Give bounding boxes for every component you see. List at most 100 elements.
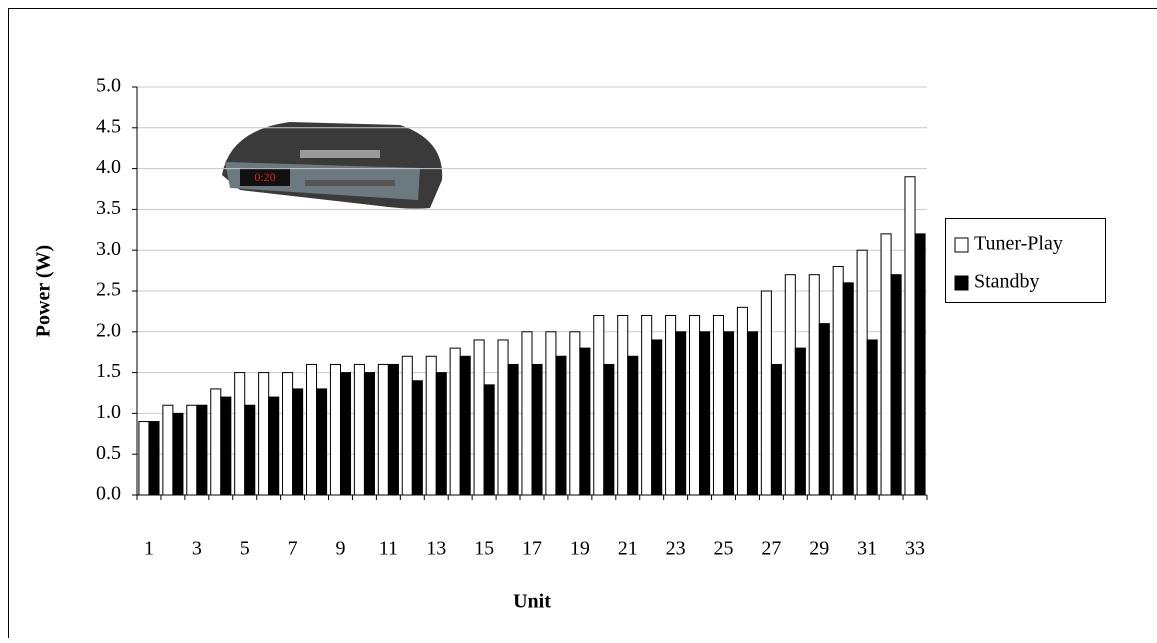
bar bbox=[618, 315, 628, 495]
x-tick-label: 33 bbox=[905, 538, 925, 560]
bar bbox=[690, 315, 700, 495]
bar bbox=[484, 385, 494, 495]
legend-label: Standby bbox=[974, 271, 1040, 293]
legend-swatch bbox=[955, 238, 968, 252]
x-tick-label: 25 bbox=[714, 538, 734, 560]
y-tick-label: 4.0 bbox=[96, 156, 121, 178]
x-tick-label: 23 bbox=[666, 538, 686, 560]
bar bbox=[761, 291, 771, 495]
x-tick-label: 21 bbox=[618, 538, 638, 560]
x-tick-label: 5 bbox=[240, 538, 250, 560]
bar bbox=[436, 373, 446, 495]
bar bbox=[450, 348, 460, 495]
legend-label: Tuner-Play bbox=[974, 233, 1063, 255]
bar bbox=[713, 315, 723, 495]
bar bbox=[235, 373, 245, 495]
radio-buttons bbox=[300, 150, 380, 158]
y-tick-label: 0.5 bbox=[96, 442, 121, 464]
x-tick-label: 19 bbox=[570, 538, 590, 560]
y-tick-label: 0.0 bbox=[96, 483, 121, 505]
bar bbox=[426, 356, 436, 495]
y-tick-label: 3.0 bbox=[96, 238, 121, 260]
bar bbox=[915, 234, 925, 495]
x-tick-label: 29 bbox=[809, 538, 829, 560]
y-tick-label: 4.5 bbox=[96, 115, 121, 137]
bar bbox=[508, 364, 518, 495]
bar bbox=[809, 275, 819, 495]
bar bbox=[532, 364, 542, 495]
x-tick-label: 17 bbox=[522, 538, 542, 560]
bar bbox=[795, 348, 805, 495]
bar bbox=[187, 405, 197, 495]
bar bbox=[317, 389, 327, 495]
bar bbox=[819, 324, 829, 495]
y-tick-label: 1.5 bbox=[96, 360, 121, 382]
bar bbox=[724, 332, 734, 495]
bar bbox=[771, 364, 781, 495]
bar bbox=[737, 307, 747, 495]
y-tick-label: 2.5 bbox=[96, 279, 121, 301]
bar bbox=[364, 373, 374, 495]
x-tick-label: 13 bbox=[426, 538, 446, 560]
y-tick-label: 3.5 bbox=[96, 197, 121, 219]
x-tick-label: 27 bbox=[761, 538, 781, 560]
x-tick-label: 7 bbox=[288, 538, 298, 560]
bar bbox=[306, 364, 316, 495]
bar bbox=[867, 340, 877, 495]
bar bbox=[293, 389, 303, 495]
y-tick-label: 1.0 bbox=[96, 401, 121, 423]
bar bbox=[402, 356, 412, 495]
bar bbox=[522, 332, 532, 495]
bar bbox=[173, 413, 183, 495]
bar bbox=[666, 315, 676, 495]
bar bbox=[269, 397, 279, 495]
bar bbox=[676, 332, 686, 495]
bar bbox=[197, 405, 207, 495]
radio-image: 0:20 bbox=[222, 122, 442, 209]
bar bbox=[580, 348, 590, 495]
bar bbox=[747, 332, 757, 495]
bar bbox=[546, 332, 556, 495]
bar bbox=[388, 364, 398, 495]
bar bbox=[412, 381, 422, 495]
radio-buttons-lower bbox=[305, 180, 395, 186]
bar bbox=[259, 373, 269, 495]
bar bbox=[139, 422, 149, 495]
bar bbox=[163, 405, 173, 495]
radio-digits: 0:20 bbox=[254, 170, 275, 184]
bar bbox=[700, 332, 710, 495]
x-axis-title: Unit bbox=[513, 591, 551, 613]
bar bbox=[843, 283, 853, 495]
bar bbox=[330, 364, 340, 495]
y-tick-label: 5.0 bbox=[96, 75, 121, 97]
bar bbox=[881, 234, 891, 495]
bar bbox=[594, 315, 604, 495]
bar bbox=[628, 356, 638, 495]
bar bbox=[354, 364, 364, 495]
y-axis-title: Power (W) bbox=[33, 245, 55, 337]
bar bbox=[211, 389, 221, 495]
x-tick-label: 9 bbox=[335, 538, 345, 560]
legend-swatch bbox=[955, 276, 968, 290]
bar bbox=[498, 340, 508, 495]
bar bbox=[833, 267, 843, 495]
bar bbox=[604, 364, 614, 495]
bar bbox=[245, 405, 255, 495]
x-tick-label: 1 bbox=[144, 538, 154, 560]
bar bbox=[652, 340, 662, 495]
bar bbox=[149, 422, 159, 495]
bar bbox=[556, 356, 566, 495]
bar bbox=[642, 315, 652, 495]
bar bbox=[283, 373, 293, 495]
bar bbox=[891, 275, 901, 495]
bar bbox=[221, 397, 231, 495]
x-tick-label: 15 bbox=[474, 538, 494, 560]
y-tick-label: 2.0 bbox=[96, 319, 121, 341]
bar bbox=[340, 373, 350, 495]
bar bbox=[857, 250, 867, 495]
bar bbox=[785, 275, 795, 495]
bar bbox=[905, 177, 915, 495]
bar bbox=[460, 356, 470, 495]
x-tick-label: 3 bbox=[192, 538, 202, 560]
